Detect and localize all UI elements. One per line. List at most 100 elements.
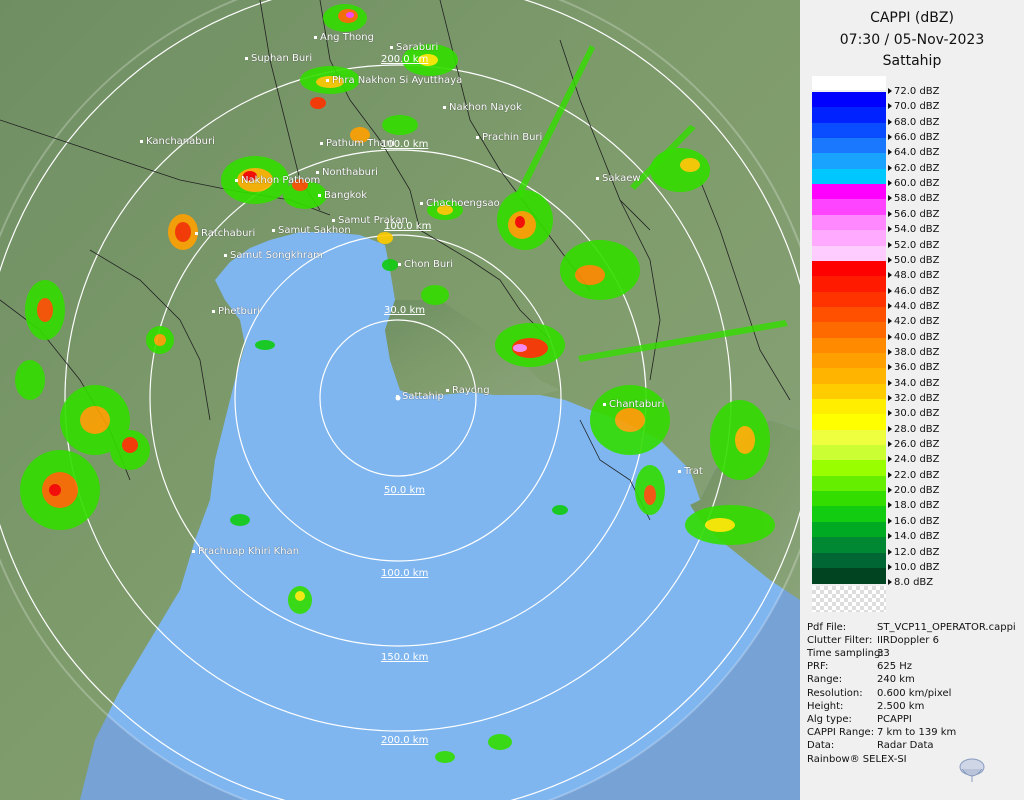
- legend-swatch: [812, 245, 886, 262]
- info-row: Clutter Filter: IIRDoppler 6: [807, 635, 939, 647]
- ring-label-inner: 30.0 km: [384, 305, 425, 316]
- legend-swatch: [812, 506, 886, 523]
- legend-swatch: [812, 552, 886, 569]
- legend-label: 8.0 dBZ: [888, 577, 933, 588]
- legend-swatch: [812, 276, 886, 293]
- legend-swatch: [812, 168, 886, 185]
- legend-swatch: [812, 368, 886, 385]
- city-label: Pathum Thani: [320, 138, 395, 149]
- legend-label: 48.0 dBZ: [888, 270, 940, 281]
- ring-label-200: 200.0 km: [381, 735, 429, 746]
- legend-white-band: [812, 76, 886, 90]
- legend-label: 58.0 dBZ: [888, 193, 940, 204]
- city-label: Nakhon Nayok: [443, 102, 522, 113]
- side-panel: CAPPI (dBZ) 07:30 / 05-Nov-2023 Sattahip…: [800, 0, 1024, 800]
- info-row: Alg type: PCAPPI: [807, 713, 912, 725]
- legend-label: 20.0 dBZ: [888, 485, 940, 496]
- city-label: Phetburi: [212, 306, 260, 317]
- city-label: Sattahip: [396, 391, 444, 402]
- legend-swatch: [812, 475, 886, 492]
- radar-map-canvas: [0, 0, 800, 800]
- city-label: Nonthaburi: [316, 167, 378, 178]
- ring-label-inner: 100.0 km: [381, 139, 429, 150]
- legend-swatch: [812, 399, 886, 415]
- legend-swatch: [812, 322, 886, 339]
- legend-swatch: [812, 460, 886, 477]
- city-label: Trat: [678, 466, 703, 477]
- legend-label: 70.0 dBZ: [888, 101, 940, 112]
- legend-swatch: [812, 92, 886, 108]
- info-row: Resolution: 0.600 km/pixel: [807, 687, 952, 699]
- info-row: Time sampling: 33: [807, 648, 890, 660]
- city-label: Ratchaburi: [195, 228, 255, 239]
- legend-label: 32.0 dBZ: [888, 393, 940, 404]
- range-rings: [0, 0, 800, 800]
- legend-swatch: [812, 107, 886, 124]
- city-label: Chantaburi: [603, 399, 664, 410]
- city-label: Bangkok: [318, 190, 367, 201]
- city-label: Kanchanaburi: [140, 136, 215, 147]
- radar-echoes: [15, 4, 788, 763]
- ring-label-inner: 100.0 km: [384, 221, 432, 232]
- ring-label-50: 50.0 km: [384, 485, 425, 496]
- legend-swatch: [812, 445, 886, 461]
- legend-label: 56.0 dBZ: [888, 209, 940, 220]
- legend-label: 14.0 dBZ: [888, 531, 940, 542]
- datetime-label: 07:30 / 05-Nov-2023: [839, 32, 985, 48]
- info-row: CAPPI Range: 7 km to 139 km: [807, 726, 957, 738]
- city-label: Chachoengsao: [420, 198, 500, 209]
- city-label: Chon Buri: [398, 259, 453, 270]
- city-label: Samut Sakhon: [272, 225, 351, 236]
- legend-label: 72.0 dBZ: [888, 86, 940, 97]
- legend-swatch: [812, 352, 886, 369]
- city-label: Prachin Buri: [476, 132, 542, 143]
- info-row: Range: 240 km: [807, 674, 915, 686]
- ring-label-150: 150.0 km: [381, 652, 429, 663]
- legend-label: 52.0 dBZ: [888, 240, 940, 251]
- info-row: Pdf File: ST_VCP11_OPERATOR.cappi: [807, 622, 1016, 633]
- range-ring-50: [319, 319, 477, 477]
- range-ring-200: [64, 64, 732, 732]
- legend-label: 60.0 dBZ: [888, 178, 940, 189]
- radar-map[interactable]: Ang Thong Saraburi Suphan Buri Phra Nakh…: [0, 0, 800, 800]
- city-label: Phra Nakhon Si Ayutthaya: [326, 75, 462, 86]
- legend-label: 26.0 dBZ: [888, 439, 940, 450]
- legend-swatch: [812, 491, 886, 507]
- city-label: Ang Thong: [314, 32, 374, 43]
- legend-label: 64.0 dBZ: [888, 147, 940, 158]
- legend-swatch: [812, 567, 886, 584]
- city-label: Samut Prakan: [332, 215, 408, 226]
- legend-label: 62.0 dBZ: [888, 163, 940, 174]
- selex-logo-icon: [959, 758, 985, 782]
- legend-swatch: [812, 414, 886, 431]
- station-label: Sattahip: [882, 53, 942, 69]
- info-row: PRF: 625 Hz: [807, 661, 913, 673]
- ring-label-100: 100.0 km: [381, 568, 429, 579]
- footer-credit: Rainbow® SELEX-SI: [807, 754, 907, 765]
- legend-label: 68.0 dBZ: [888, 117, 940, 128]
- legend-swatch: [812, 383, 886, 400]
- legend-label: 44.0 dBZ: [888, 301, 940, 312]
- info-row: Height: 2.500 km: [807, 700, 925, 712]
- city-label: Sakaew: [596, 173, 641, 184]
- legend-label: 16.0 dBZ: [888, 516, 940, 527]
- legend-label: 10.0 dBZ: [888, 562, 940, 573]
- legend-swatch: [812, 122, 886, 139]
- legend-label: 46.0 dBZ: [888, 286, 940, 297]
- legend-label: 38.0 dBZ: [888, 347, 940, 358]
- legend-swatch: [812, 153, 886, 170]
- info-row: Data: Radar Data: [807, 739, 934, 751]
- legend-swatch: [812, 337, 886, 354]
- city-label: Suphan Buri: [245, 53, 312, 64]
- legend-swatch: [812, 521, 886, 538]
- legend-label: 50.0 dBZ: [888, 255, 940, 266]
- city-label: Nakhon Pathom: [235, 175, 320, 186]
- legend-swatch: [812, 138, 886, 154]
- legend-label: 18.0 dBZ: [888, 500, 940, 511]
- legend-swatch: [812, 199, 886, 216]
- legend-swatch: [812, 260, 886, 277]
- legend-label: 54.0 dBZ: [888, 224, 940, 235]
- legend-label: 24.0 dBZ: [888, 454, 940, 465]
- legend-label: 22.0 dBZ: [888, 470, 940, 481]
- legend-swatch: [812, 306, 886, 323]
